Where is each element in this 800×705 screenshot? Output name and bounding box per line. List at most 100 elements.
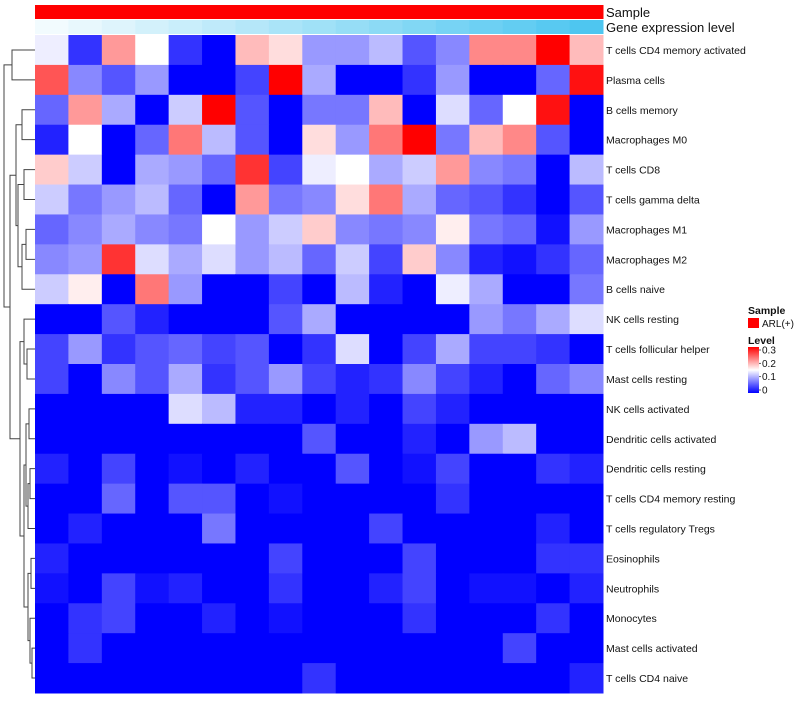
heatmap-cell-r12-c14 bbox=[469, 364, 504, 395]
legend-tick-label-2: 0.2 bbox=[762, 359, 776, 370]
heatmap-cell-r14-c4 bbox=[135, 423, 170, 455]
heatmap-cell-r9-c8 bbox=[268, 274, 303, 305]
heatmap-cell-r19-c10 bbox=[335, 573, 370, 604]
heatmap-cell-r14-c2 bbox=[68, 423, 103, 455]
heatmap-cell-r18-c1 bbox=[35, 543, 69, 574]
heatmap-cell-r17-c5 bbox=[168, 513, 203, 544]
heatmap-cell-r6-c15 bbox=[502, 184, 537, 215]
heatmap-cell-r6-c12 bbox=[402, 184, 437, 215]
heatmap-cell-r1-c14 bbox=[469, 35, 504, 66]
heatmap-cell-r12-c8 bbox=[268, 364, 303, 395]
heatmap-cell-r5-c5 bbox=[168, 154, 203, 186]
expression-track-cell-5 bbox=[168, 20, 203, 34]
heatmap-cell-r15-c13 bbox=[435, 453, 470, 485]
row-labels: T cells CD4 memory activated Plasma cells… bbox=[606, 45, 746, 685]
heatmap-cell-r13-c7 bbox=[235, 393, 270, 425]
heatmap-cell-r21-c1 bbox=[35, 633, 69, 664]
heatmap-cell-r19-c17 bbox=[569, 573, 604, 604]
heatmap-cell-r5-c8 bbox=[268, 154, 303, 186]
heatmap-cell-r12-c10 bbox=[335, 364, 370, 395]
expression-track-cell-4 bbox=[135, 20, 170, 34]
heatmap-cell-r3-c1 bbox=[35, 94, 69, 126]
heatmap-cell-r8-c15 bbox=[502, 244, 537, 275]
heatmap-cell-r15-c11 bbox=[369, 453, 404, 485]
expression-track-cell-9 bbox=[302, 20, 337, 34]
heatmap-cell-r9-c14 bbox=[469, 274, 504, 305]
heatmap-cell-r9-c9 bbox=[302, 274, 337, 305]
heatmap-cell-r22-c7 bbox=[235, 663, 270, 694]
heatmap-cell-r5-c14 bbox=[469, 154, 504, 186]
heatmap-cell-r16-c15 bbox=[502, 483, 537, 515]
heatmap-cell-r16-c4 bbox=[135, 483, 170, 515]
heatmap-cell-r2-c15 bbox=[502, 64, 537, 96]
heatmap-cell-r8-c14 bbox=[469, 244, 504, 275]
heatmap-cell-r9-c1 bbox=[35, 274, 69, 305]
row-label-7: Macrophages M1 bbox=[606, 224, 687, 236]
heatmap-cell-r15-c15 bbox=[502, 453, 537, 485]
sample-track-cell-15 bbox=[502, 5, 537, 19]
heatmap-cell-r9-c4 bbox=[135, 274, 170, 305]
dendrogram-branch-3 bbox=[23, 169, 35, 200]
sample-track-cell-3 bbox=[101, 5, 136, 19]
heatmap-cell-r14-c7 bbox=[235, 423, 270, 455]
legend-tick-label-3: 0.1 bbox=[762, 372, 776, 383]
heatmap-cell-r10-c15 bbox=[502, 304, 537, 335]
heatmap-cell-r2-c14 bbox=[469, 64, 504, 96]
heatmap-cell-r2-c11 bbox=[369, 64, 404, 96]
heatmap-cell-r6-c1 bbox=[35, 184, 69, 215]
heatmap-cell-r17-c15 bbox=[502, 513, 537, 544]
heatmap-cell-r17-c16 bbox=[536, 513, 571, 544]
heatmap-cell-r19-c6 bbox=[202, 573, 236, 604]
heatmap-cell-r20-c14 bbox=[469, 603, 504, 634]
sample-track-cell-13 bbox=[435, 5, 470, 19]
heatmap-cell-r7-c14 bbox=[469, 214, 504, 245]
heatmap-cell-r16-c9 bbox=[302, 483, 337, 515]
row-label-15: Dendritic cells resting bbox=[606, 464, 706, 476]
expression-track-cell-8 bbox=[268, 20, 303, 34]
heatmap-cell-r15-c10 bbox=[335, 453, 370, 485]
heatmap-cell-r3-c2 bbox=[68, 94, 103, 126]
heatmap-cell-r10-c16 bbox=[536, 304, 571, 335]
heatmap-cell-r10-c11 bbox=[369, 304, 404, 335]
heatmap-cell-r10-c8 bbox=[268, 304, 303, 335]
heatmap-cell-r3-c5 bbox=[168, 94, 203, 126]
heatmap-cell-r12-c11 bbox=[369, 364, 404, 395]
heatmap-cell-r15-c3 bbox=[101, 453, 136, 485]
expression-track-cell-11 bbox=[369, 20, 404, 34]
heatmap-cell-r22-c2 bbox=[68, 663, 103, 694]
heatmap-cell-r11-c16 bbox=[536, 334, 571, 365]
heatmap-cell-r20-c3 bbox=[101, 603, 136, 634]
heatmap-cell-r22-c4 bbox=[135, 663, 170, 694]
heatmap-cell-r17-c4 bbox=[135, 513, 170, 544]
row-label-20: Monocytes bbox=[606, 613, 657, 625]
row-label-4: Macrophages M0 bbox=[606, 135, 687, 147]
heatmap-cell-r7-c17 bbox=[569, 214, 604, 245]
sample-track-cell-1 bbox=[35, 5, 69, 19]
heatmap-cell-r12-c6 bbox=[202, 364, 236, 395]
heatmap-cell-r6-c9 bbox=[302, 184, 337, 215]
heatmap-cell-r17-c8 bbox=[268, 513, 303, 544]
heatmap-cell-r3-c3 bbox=[101, 94, 136, 126]
heatmap-cell-r22-c16 bbox=[536, 663, 571, 694]
heatmap-cell-r8-c3 bbox=[101, 244, 136, 275]
row-label-16: T cells CD4 memory resting bbox=[606, 494, 735, 506]
heatmap-cell-r15-c17 bbox=[569, 453, 604, 485]
heatmap-cell-r20-c4 bbox=[135, 603, 170, 634]
heatmap-cell-r7-c13 bbox=[435, 214, 470, 245]
dendrogram-branch-11 bbox=[29, 468, 35, 500]
heatmap-cell-r3-c9 bbox=[302, 94, 337, 126]
heatmap-cell-r18-c16 bbox=[536, 543, 571, 574]
heatmap-cell-r11-c5 bbox=[168, 334, 203, 365]
heatmap-cell-r16-c6 bbox=[202, 483, 236, 515]
sample-track-cell-8 bbox=[268, 5, 303, 19]
heatmap-cell-r7-c7 bbox=[235, 214, 270, 245]
heatmap-cell-r2-c6 bbox=[202, 64, 236, 96]
heatmap-cell-r19-c4 bbox=[135, 573, 170, 604]
heatmap-cell-r13-c12 bbox=[402, 393, 437, 425]
heatmap-cell-r13-c17 bbox=[569, 393, 604, 425]
heatmap-cell-r4-c15 bbox=[502, 124, 537, 156]
heatmap-cell-r18-c7 bbox=[235, 543, 270, 574]
heatmap-cell-r9-c15 bbox=[502, 274, 537, 305]
heatmap-cell-r7-c11 bbox=[369, 214, 404, 245]
heatmap-cell-r1-c13 bbox=[435, 35, 470, 66]
